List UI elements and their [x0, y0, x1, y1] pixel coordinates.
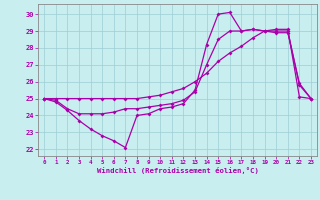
- X-axis label: Windchill (Refroidissement éolien,°C): Windchill (Refroidissement éolien,°C): [97, 167, 259, 174]
